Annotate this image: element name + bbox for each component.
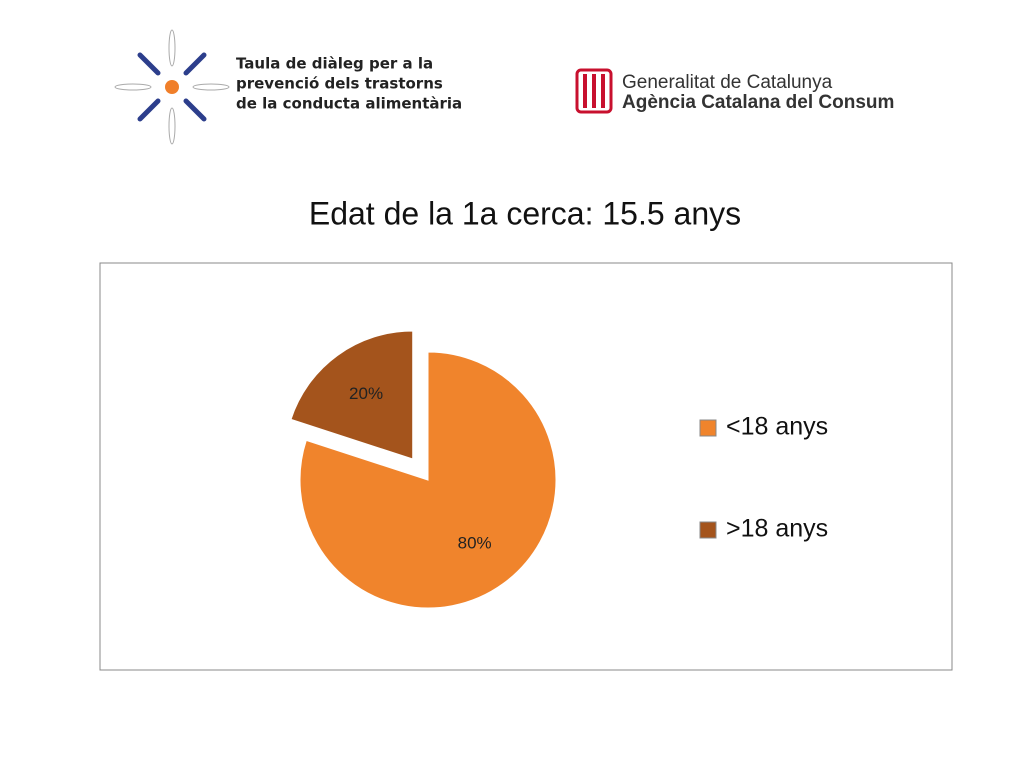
pie-slice [299, 351, 557, 609]
pie-slice [290, 330, 414, 460]
legend-swatch [699, 521, 717, 539]
legend-label: >18 anys [726, 515, 828, 543]
logo-text: Taula de diàleg per a la [236, 55, 433, 73]
data-label: 20% [349, 384, 383, 403]
logo-text: de la conducta alimentària [236, 95, 462, 113]
left-logo: Taula de diàleg per a la prevenció dels … [114, 29, 462, 145]
logo-text: prevenció dels trastorns [236, 75, 443, 93]
chart-title: Edat de la 1a cerca: 15.5 anys [309, 195, 741, 231]
logo-text: Generalitat de Catalunya [622, 72, 833, 93]
logo-text: Agència Catalana del Consum [622, 92, 894, 113]
legend-label: <18 anys [726, 413, 828, 441]
legend-swatch [699, 419, 717, 437]
right-logo: Generalitat de Catalunya Agència Catalan… [575, 68, 894, 114]
data-label: 80% [458, 534, 492, 553]
